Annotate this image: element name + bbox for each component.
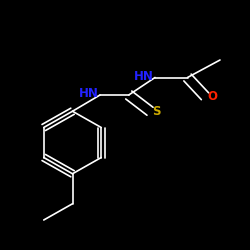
Text: S: S [152, 105, 161, 118]
Text: HN: HN [134, 70, 154, 83]
Text: HN: HN [79, 87, 99, 100]
Text: O: O [208, 90, 218, 103]
